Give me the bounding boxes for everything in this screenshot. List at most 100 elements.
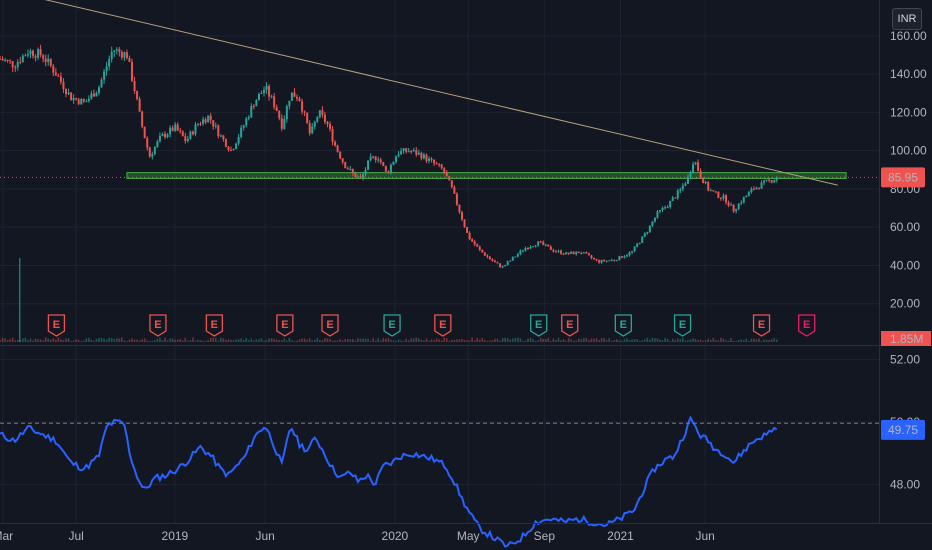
earnings-marker[interactable]: E — [321, 314, 339, 337]
candle-body — [633, 246, 636, 252]
candle-body — [72, 97, 75, 101]
earnings-marker[interactable]: E — [47, 314, 66, 337]
indicator-value-badge[interactable] — [881, 419, 925, 440]
candle-body — [686, 176, 689, 184]
earnings-marker[interactable]: E — [383, 314, 401, 337]
candle-body — [21, 55, 24, 62]
volume-value-badge[interactable] — [881, 331, 931, 346]
indicator-line[interactable] — [0, 415, 778, 548]
candle-body — [717, 191, 720, 198]
earnings-marker[interactable]: E — [561, 314, 579, 337]
volume-bar — [202, 340, 204, 342]
volume-bar — [6, 340, 9, 342]
earnings-marker[interactable]: E — [434, 314, 452, 337]
volume-bar — [451, 339, 453, 342]
volume-bar — [605, 340, 608, 342]
earnings-marker-shape — [149, 314, 167, 337]
volume-bar — [57, 337, 60, 342]
volume-bar — [197, 339, 199, 342]
volume-bar — [405, 338, 407, 342]
volume-bar — [80, 340, 83, 342]
volume-bar — [37, 339, 39, 342]
volume-bar — [514, 337, 517, 342]
volume-bar — [583, 337, 585, 342]
candle-body — [415, 150, 418, 155]
earnings-marker[interactable]: E — [530, 314, 548, 337]
candle-body — [402, 148, 405, 151]
volume-bar — [572, 340, 575, 342]
candle-body — [369, 156, 372, 161]
volume-bar — [519, 338, 522, 342]
earnings-marker[interactable]: E — [673, 314, 692, 337]
candle-body — [557, 250, 560, 252]
volume-bar — [280, 340, 283, 342]
volume-bar — [473, 340, 476, 342]
earnings-marker[interactable]: E — [205, 314, 224, 337]
last-price-badge[interactable] — [881, 167, 925, 188]
indicator-axis-label: 48.00 — [890, 478, 920, 492]
volume-bar — [433, 339, 435, 342]
candle-body — [689, 172, 692, 177]
rsi-pane[interactable] — [0, 415, 880, 548]
candle-body — [184, 136, 187, 141]
candle-body — [651, 221, 654, 226]
earnings-marker[interactable]: E — [798, 314, 816, 337]
candle-body — [681, 185, 684, 190]
candle-body — [278, 110, 281, 119]
candle-body — [534, 245, 537, 247]
volume-bar — [704, 340, 707, 342]
candle-body — [26, 54, 29, 56]
volume-bar — [661, 340, 664, 342]
volume-bar — [306, 339, 308, 342]
candle-body — [509, 260, 512, 262]
volume-bar — [27, 340, 29, 342]
volume-bar — [649, 339, 651, 342]
candle-body — [610, 259, 613, 261]
volume-bar — [339, 339, 341, 342]
candle-body — [719, 197, 722, 199]
candle-body — [516, 254, 519, 257]
candle-body — [598, 260, 601, 263]
volume-bar — [326, 338, 329, 342]
volume-bar — [737, 340, 740, 342]
earnings-marker-shape — [47, 314, 66, 337]
candle-body — [100, 79, 103, 88]
last-price-value: 85.95 — [888, 170, 918, 184]
volume-bar — [9, 339, 11, 342]
volume-bar — [550, 340, 552, 342]
volume-bar — [146, 340, 149, 342]
candle-body — [174, 124, 177, 131]
candle-body — [49, 58, 52, 66]
candle-body — [653, 217, 656, 222]
volume-bar — [316, 337, 319, 342]
volume-bar — [501, 337, 504, 342]
support-zone[interactable] — [126, 172, 847, 179]
indicator-value: 49.75 — [888, 423, 918, 437]
candle-body — [293, 92, 296, 97]
volume-bar — [613, 340, 616, 342]
volume-bar — [62, 340, 65, 342]
volume-bar — [379, 340, 382, 342]
candle-body — [730, 204, 733, 206]
volume-bar — [194, 340, 197, 342]
volume-bar — [385, 338, 387, 342]
volume-bar — [471, 337, 473, 342]
volume-bar — [748, 340, 750, 342]
earnings-marker[interactable]: E — [752, 314, 771, 337]
earnings-marker[interactable]: E — [149, 314, 167, 337]
candle-body — [120, 51, 123, 58]
earnings-marker[interactable]: E — [276, 314, 294, 337]
trendline[interactable] — [28, 0, 838, 186]
candle-body — [692, 164, 694, 173]
candle-body — [643, 233, 646, 237]
earnings-marker[interactable]: E — [614, 314, 632, 337]
candle-body — [42, 55, 45, 59]
volume-bar — [283, 338, 286, 342]
candle-body — [638, 242, 641, 245]
currency-label[interactable]: INR — [892, 8, 922, 30]
volume-bar — [207, 339, 209, 342]
volume-bar — [544, 338, 547, 342]
candle-body — [430, 158, 433, 160]
